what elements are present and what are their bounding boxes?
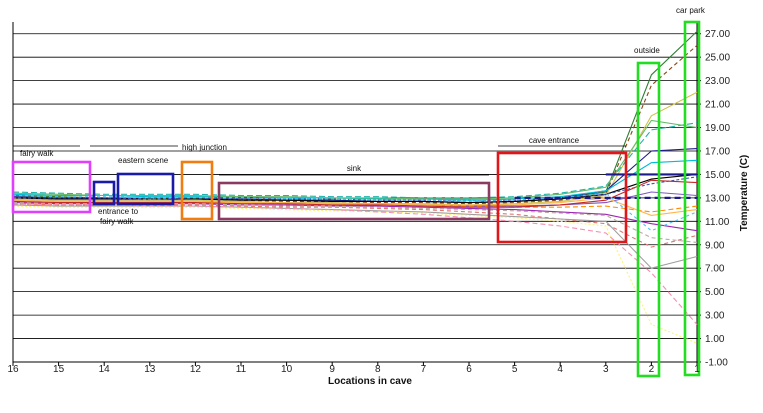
y-tick-label: 23.00 [705, 76, 730, 87]
annotation-box: cave entrance [496, 136, 628, 244]
x-tick-label: 9 [329, 364, 335, 375]
annotation-rect [217, 181, 491, 221]
x-tick-label: 10 [281, 364, 293, 375]
y-tick-label: -1.00 [705, 358, 728, 369]
annotation-rect [92, 180, 116, 206]
x-tick-label: 7 [421, 364, 427, 375]
y-tick-label: 13.00 [705, 193, 730, 204]
x-tick-label: 5 [512, 364, 518, 375]
y-tick-label: 11.00 [705, 217, 730, 228]
series-line [12, 122, 698, 199]
y-tick-label: 21.00 [705, 100, 730, 111]
annotation-rect [180, 160, 214, 221]
annotation-label: outside [634, 46, 660, 55]
annotation-box: sink [217, 164, 491, 221]
x-tick-label: 1 [694, 364, 700, 375]
y-tick-label: 9.00 [705, 240, 725, 251]
series-line [12, 197, 698, 216]
y-axis-title: Temperature (C) [739, 155, 750, 232]
annotation-rect [116, 172, 175, 206]
annotation-label: fairy walk [100, 217, 134, 226]
y-tick-label: 27.00 [705, 29, 730, 40]
y-tick-label: 1.00 [705, 334, 725, 345]
y-tick-label: 7.00 [705, 264, 725, 275]
annotation-label: entrance to [98, 207, 139, 216]
x-tick-label: 3 [603, 364, 609, 375]
annotation-label: eastern scene [118, 156, 169, 165]
series-line [12, 44, 698, 205]
y-tick-label: 5.00 [705, 287, 725, 298]
series-line [12, 91, 698, 206]
annotation-box: car park [676, 6, 706, 377]
series-line [12, 205, 698, 344]
annotation-rect [496, 151, 628, 244]
y-tick-labels: 27.00 25.00 23.00 21.00 19.00 17.00 15.00 13.00… [705, 29, 730, 368]
x-tick-label: 11 [236, 364, 247, 375]
series-line [12, 179, 698, 208]
x-tick-label: 14 [99, 364, 111, 375]
x-tick-label: 12 [190, 364, 202, 375]
y-tick-label: 19.00 [705, 123, 730, 134]
y-tick-label: 17.00 [705, 146, 730, 157]
annotation-label: high junction [182, 143, 227, 152]
series-line [12, 119, 698, 200]
annotation-label: cave entrance [529, 136, 580, 145]
x-tick-label: 2 [649, 364, 655, 375]
annotation-rect [636, 61, 661, 378]
annotation-rect [11, 160, 92, 214]
x-tick-label: 6 [466, 364, 472, 375]
x-tick-labels: 16 15 14 13 12 11 10 9 8 7 6 5 4 3 2 1 [7, 364, 700, 375]
annotation-box: outside [634, 46, 661, 378]
annotation-label: fairy walk [20, 149, 54, 158]
x-tick-label: 15 [53, 364, 65, 375]
x-tick-label: 8 [375, 364, 381, 375]
x-axis-title: Locations in cave [328, 376, 412, 387]
annotation-box: eastern scene [90, 145, 178, 206]
series-line [12, 192, 698, 232]
series-lines [12, 31, 698, 344]
annotation-box: high junction [180, 143, 227, 221]
annotation-label: car park [676, 6, 706, 15]
annotation-box: fairy walk [11, 145, 92, 214]
x-tick-label: 16 [7, 364, 19, 375]
y-tick-label: 15.00 [705, 170, 730, 181]
annotation-rect [683, 20, 701, 377]
series-line [12, 204, 698, 269]
y-tick-label: 25.00 [705, 53, 730, 64]
x-tick-label: 4 [557, 364, 563, 375]
x-tick-label: 13 [144, 364, 156, 375]
y-tick-label: 3.00 [705, 311, 725, 322]
annotation-label: sink [347, 164, 362, 173]
series-line [12, 203, 698, 325]
